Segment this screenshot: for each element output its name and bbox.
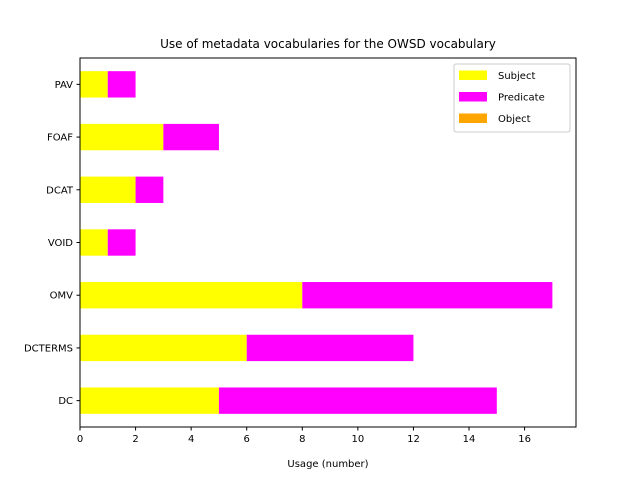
legend: Subject Predicate Object: [453, 63, 571, 133]
bar-predicate-dcterms: [246, 334, 414, 362]
chart-title: Use of metadata vocabularies for the OWS…: [160, 37, 496, 51]
bar-predicate-dcat: [135, 176, 164, 203]
x-tick-label-0: 0: [77, 434, 83, 445]
x-axis-label: Usage (number): [287, 459, 368, 470]
bar-subject-omv: [80, 282, 303, 309]
legend-label-subject: Subject: [498, 71, 535, 82]
y-axis: DC DCTERMS OMV VOID DCAT FOAF PAV: [24, 80, 80, 407]
bar-subject-dcat: [80, 176, 136, 203]
bar-subject-pav: [80, 71, 108, 98]
legend-swatch-predicate: [459, 92, 487, 102]
x-tick-label-8: 8: [299, 434, 305, 445]
y-tick-label-void: VOID: [48, 238, 73, 249]
bar-subject-void: [80, 229, 108, 256]
x-tick-label-4: 4: [188, 434, 194, 445]
bar-subject-dcterms: [80, 334, 247, 362]
bar-subject-foaf: [80, 123, 164, 151]
bar-predicate-pav: [107, 71, 136, 98]
bar-predicate-dc: [218, 387, 497, 414]
y-tick-label-omv: OMV: [50, 291, 73, 302]
legend-label-predicate: Predicate: [498, 93, 545, 104]
x-tick-label-6: 6: [244, 434, 250, 445]
y-tick-label-dcat: DCAT: [46, 185, 74, 196]
plot-frame: [79, 57, 577, 428]
y-tick-label-foaf: FOAF: [47, 133, 73, 144]
legend-swatch-object: [459, 113, 487, 123]
bar-predicate-void: [107, 229, 136, 256]
legend-swatch-subject: [459, 70, 487, 80]
legend-label-object: Object: [498, 114, 531, 125]
bar-predicate-omv: [302, 282, 553, 309]
x-tick-label-12: 12: [407, 434, 420, 445]
y-tick-label-pav: PAV: [55, 80, 74, 91]
bar-predicate-foaf: [163, 123, 219, 151]
x-tick-label-2: 2: [132, 434, 138, 445]
bar-subject-dc: [80, 387, 219, 414]
x-tick-label-14: 14: [463, 434, 476, 445]
y-tick-label-dc: DC: [58, 396, 73, 407]
x-tick-label-10: 10: [352, 434, 365, 445]
x-tick-label-16: 16: [518, 434, 531, 445]
bars-group: [80, 71, 553, 414]
y-tick-label-dcterms: DCTERMS: [24, 343, 73, 354]
x-axis: 0 2 4 6 8 10 12 14 16: [77, 427, 531, 445]
